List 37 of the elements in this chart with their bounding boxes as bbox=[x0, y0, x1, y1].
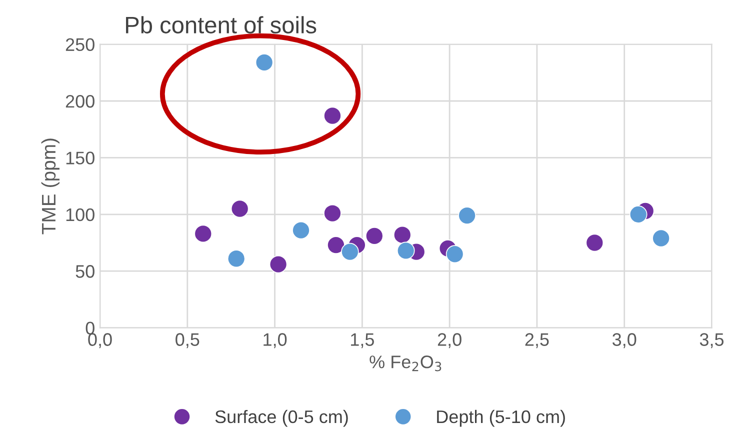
x-tick-label: 2,0 bbox=[438, 333, 462, 348]
x-tick-label: 3,0 bbox=[612, 333, 636, 348]
point bbox=[230, 200, 249, 218]
y-tick-label: 0 bbox=[86, 322, 94, 335]
y-tick-label: 250 bbox=[66, 38, 94, 52]
point bbox=[324, 106, 342, 125]
point bbox=[269, 255, 288, 274]
x-tick-label: 3,5 bbox=[700, 333, 724, 348]
x-tick-label: 2,5 bbox=[525, 333, 549, 348]
x-tick-label: 1,0 bbox=[264, 333, 287, 348]
point bbox=[227, 250, 246, 268]
point bbox=[652, 229, 670, 248]
point bbox=[194, 224, 212, 243]
y-tick-label: 150 bbox=[66, 152, 94, 164]
point bbox=[327, 236, 345, 254]
x-tick-label: 0,5 bbox=[176, 333, 200, 348]
chart-title: Pb content of soils bbox=[126, 16, 316, 34]
y-tick-label: 200 bbox=[66, 94, 94, 108]
point bbox=[324, 204, 342, 222]
x-axis-title: % Fe$_{2}$O$_{3}$ bbox=[370, 356, 442, 372]
y-tick-label: 50 bbox=[76, 265, 94, 278]
x-tick-label: 0,0 bbox=[88, 333, 112, 348]
y-tick-label: 100 bbox=[66, 208, 94, 222]
point bbox=[255, 54, 274, 72]
point bbox=[396, 242, 415, 260]
point bbox=[586, 234, 604, 252]
point bbox=[446, 245, 464, 264]
point bbox=[458, 206, 476, 224]
point bbox=[341, 242, 359, 261]
legend-label: Surface (0-5 cm) bbox=[215, 410, 348, 427]
point bbox=[629, 205, 648, 224]
x-tick-label: 1,5 bbox=[351, 333, 374, 348]
point bbox=[393, 226, 412, 244]
point bbox=[365, 227, 384, 245]
point bbox=[292, 221, 310, 240]
legend-label: Depth (5-10 cm) bbox=[437, 410, 565, 427]
y-axis-title: TME (ppm) bbox=[41, 138, 60, 234]
